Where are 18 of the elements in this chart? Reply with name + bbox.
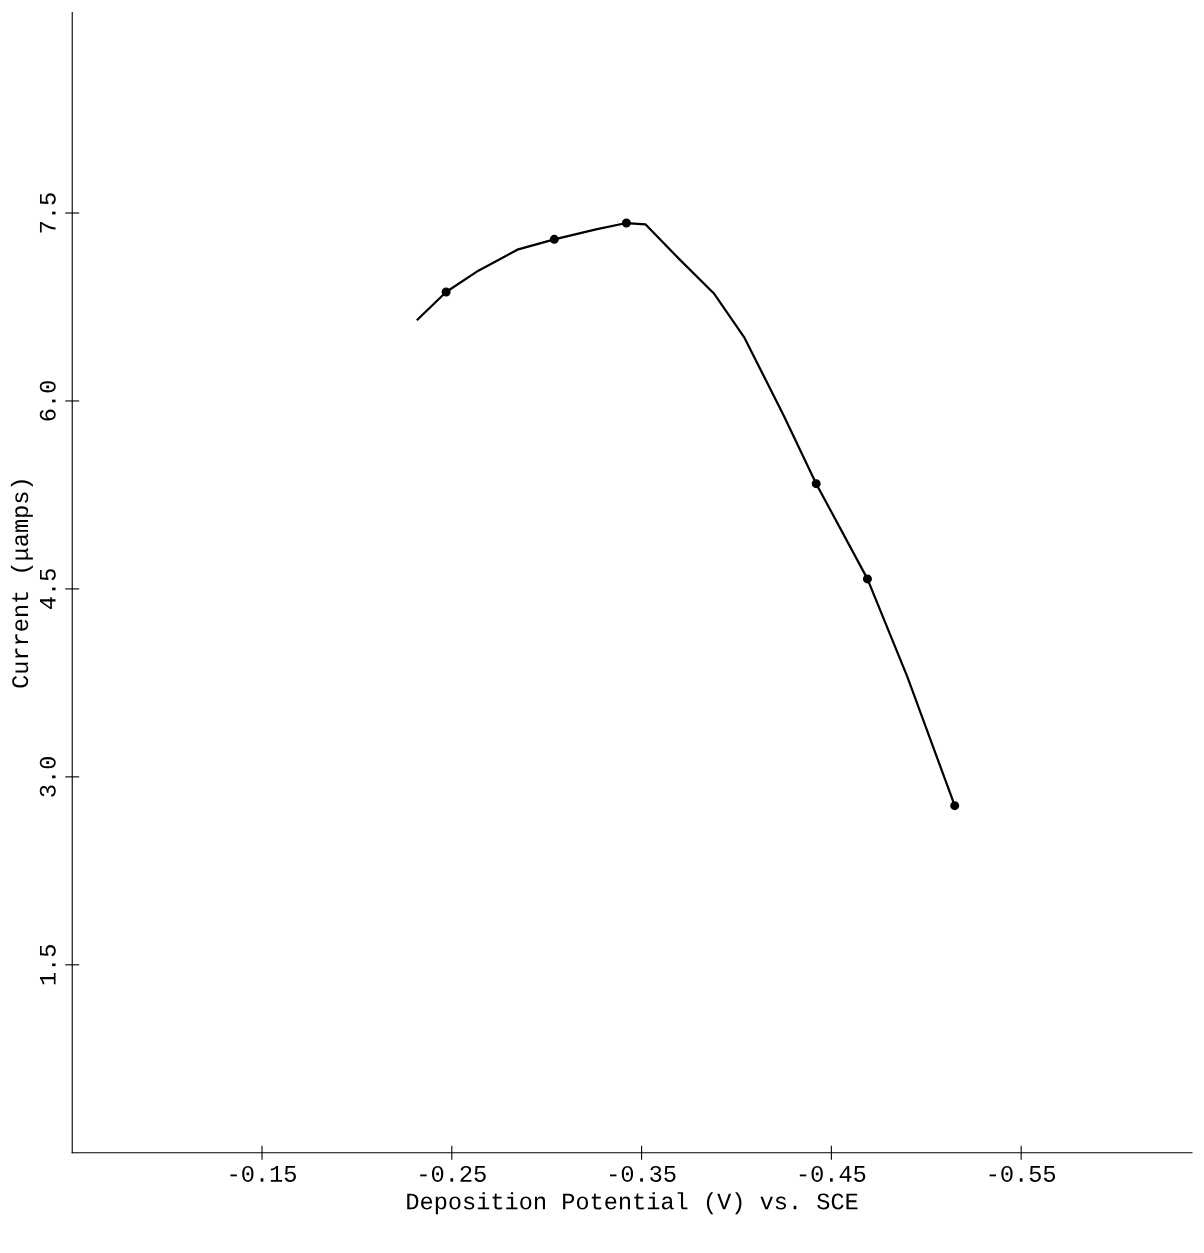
y-tick-label: 1.5	[39, 945, 56, 985]
point	[811, 479, 821, 489]
x-axis-title: Deposition Potential (V) vs. SCE	[407, 1192, 858, 1215]
point	[862, 574, 872, 584]
y-tick-label: 4.5	[39, 569, 56, 609]
x-tick-label: -0.15	[230, 1165, 296, 1182]
x-tick-label: -0.25	[420, 1165, 486, 1182]
x-tick-label: -0.45	[799, 1165, 866, 1182]
y-axis-title: Current (μamps)	[10, 480, 33, 688]
y-tick-label: 6.0	[39, 381, 56, 421]
point	[950, 801, 960, 811]
point	[549, 234, 559, 244]
x-tick-label: -0.55	[989, 1165, 1056, 1182]
x-tick-label: -0.35	[610, 1165, 676, 1182]
point	[621, 218, 631, 228]
y-tick-label: 3.0	[39, 757, 56, 797]
point	[441, 287, 451, 297]
y-tick-label: 7.5	[39, 193, 56, 233]
